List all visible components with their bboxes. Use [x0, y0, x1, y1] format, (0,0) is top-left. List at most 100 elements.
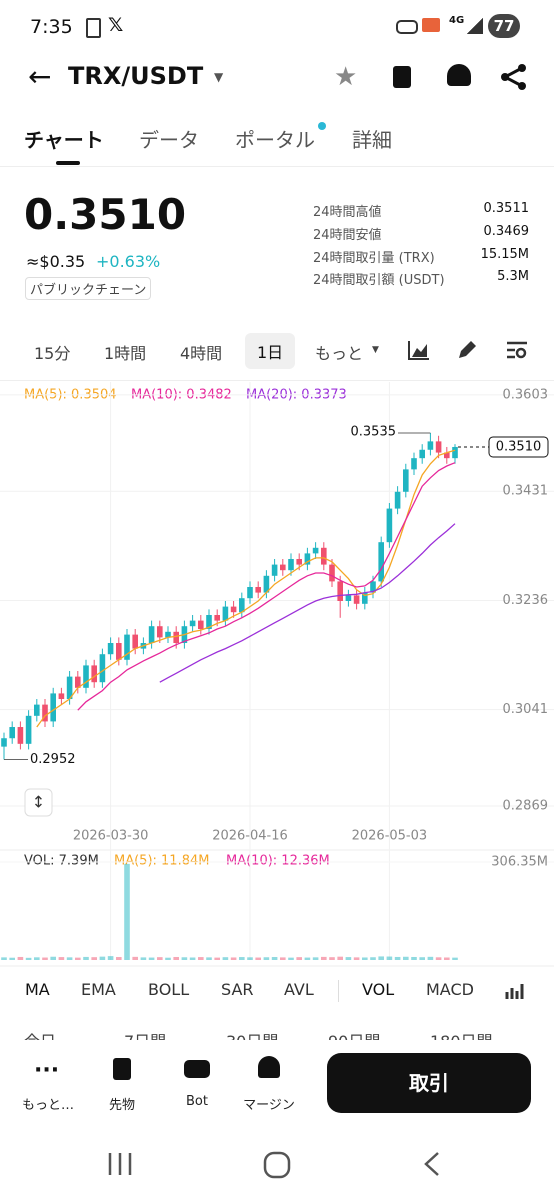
x-tick-label: 2026-04-16 [212, 829, 288, 844]
candle-body [58, 693, 65, 700]
indicator[interactable]: VOL [362, 980, 395, 999]
candle-body [386, 508, 393, 543]
volume-bar [157, 957, 163, 960]
interval-option[interactable]: 1時間 [104, 344, 147, 363]
volume-bar [75, 957, 81, 960]
indicator[interactable]: SAR [221, 980, 254, 999]
status-signal [467, 18, 483, 34]
candle-body [50, 693, 56, 722]
candle-body [247, 586, 253, 599]
scale-toggle-icon: ↕ [32, 793, 45, 812]
volume-bar [427, 956, 434, 960]
volume-bar [230, 957, 237, 960]
candle-body [263, 575, 270, 593]
volume-bar [116, 957, 122, 960]
candle-body [116, 643, 122, 660]
stat-label: 24時間安値 [313, 228, 382, 243]
nav-label[interactable]: もっと… [21, 1098, 74, 1113]
favorite-button[interactable]: ★ [334, 62, 358, 92]
nav-label[interactable]: マージン [243, 1098, 295, 1113]
candle-body [124, 634, 130, 660]
system-nav-buttons[interactable] [100, 1150, 460, 1180]
candle-body [403, 469, 409, 492]
candle-body [362, 592, 368, 604]
tab-indicator [56, 161, 80, 165]
candle-body [419, 449, 425, 459]
candle-body [337, 581, 343, 601]
volume-bar [247, 957, 253, 960]
candle-body [321, 547, 327, 565]
candle-body [394, 491, 401, 509]
volume-bar [58, 957, 65, 960]
pair-title[interactable]: TRX/USDT [68, 62, 204, 90]
candle-body [173, 631, 179, 644]
vol-tick-label: 306.35M [491, 855, 548, 870]
candle-body [370, 581, 376, 593]
category-tag[interactable]: パブリックチェーン [25, 277, 152, 300]
status-key-icon [396, 20, 418, 34]
indicator[interactable]: MA [25, 980, 50, 999]
pair-dropdown[interactable]: ▼ [214, 70, 224, 84]
scale-toggle[interactable] [24, 788, 53, 817]
tab[interactable]: チャート [24, 128, 104, 152]
margin-icon [258, 1056, 280, 1078]
vol-legend: MA(5): 11.84M [114, 854, 209, 869]
candle-body [34, 704, 40, 716]
candle-body [148, 626, 155, 644]
volume-bar [165, 957, 171, 960]
status-icon [86, 18, 101, 38]
indicator[interactable]: BOLL [148, 980, 190, 999]
alert-button[interactable] [447, 64, 471, 86]
x-tick-label: 2026-03-30 [73, 829, 149, 844]
volume-bar [411, 956, 417, 960]
share-button[interactable] [500, 64, 528, 90]
volume-bar [148, 957, 155, 960]
candle-body [435, 441, 442, 453]
interval-option-selected[interactable]: 1日 [245, 333, 296, 369]
low-label: 0.2952 [30, 752, 76, 767]
candle-body [189, 620, 196, 627]
volume-bar [452, 957, 458, 960]
ma-legend: MA(5): 0.3504 [24, 388, 117, 403]
candle-body [230, 606, 237, 613]
volume-bar [124, 863, 130, 960]
candle-body [222, 606, 229, 621]
futures-icon [113, 1058, 131, 1080]
indicator[interactable]: EMA [81, 980, 116, 999]
notes-button[interactable] [393, 66, 411, 88]
status-time: 7:35 [30, 16, 73, 38]
indicator[interactable]: AVL [284, 980, 314, 999]
stat-value: 0.3469 [483, 224, 530, 239]
separator [338, 980, 339, 1002]
draw-tool-button[interactable] [456, 338, 480, 362]
volume-bar [17, 956, 24, 960]
chart-type-button[interactable] [408, 340, 430, 360]
back-button[interactable]: ← [28, 60, 52, 93]
interval-option[interactable]: 15分 [34, 344, 71, 363]
candle-body [312, 547, 319, 554]
tab[interactable]: 詳細 [352, 128, 392, 152]
candle-body [353, 595, 360, 604]
divider [0, 380, 554, 381]
stat-label: 24時間取引量 (TRX) [313, 251, 435, 266]
interval-option[interactable]: 4時間 [180, 344, 223, 363]
nav-label[interactable]: 先物 [108, 1098, 135, 1113]
candle-body [444, 452, 450, 459]
volume-bar [435, 957, 442, 960]
ma-line [36, 449, 456, 728]
settings-button[interactable] [506, 340, 528, 360]
volume-bar [271, 957, 278, 960]
ma-line [77, 462, 456, 711]
indicator[interactable]: MACD [426, 980, 474, 999]
x-tick-label: 2026-05-03 [352, 829, 428, 844]
interval-more[interactable]: もっと [315, 344, 364, 363]
candle-body [66, 676, 73, 700]
tab[interactable]: ポータル [235, 128, 315, 152]
tab[interactable]: データ [139, 128, 199, 152]
candle-body [427, 441, 434, 450]
candle-body [157, 626, 163, 638]
nav-label[interactable]: Bot [186, 1094, 208, 1109]
trade-button[interactable]: 取引 [327, 1053, 531, 1113]
stat-label: 24時間取引額 (USDT) [313, 273, 445, 288]
indicator-settings[interactable] [505, 980, 525, 1000]
